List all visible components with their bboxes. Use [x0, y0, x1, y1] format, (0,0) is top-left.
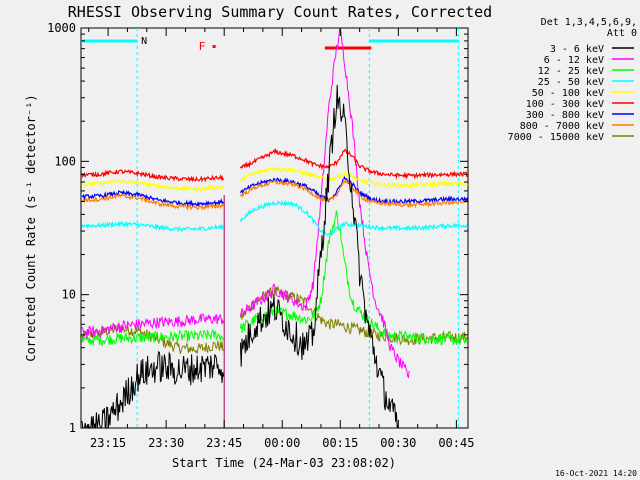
series-line-800-7000-kev	[81, 193, 225, 211]
x-tick-label: 23:45	[206, 436, 242, 450]
legend-label: 25 - 50 keV	[538, 77, 604, 88]
y-axis-label: Corrected Count Rate (s⁻¹ detector⁻¹)	[24, 94, 38, 361]
series-line-3-6-kev	[81, 350, 225, 430]
x-tick-label: 23:15	[90, 436, 126, 450]
series-layer	[81, 27, 469, 430]
series-line-12-25-kev	[81, 329, 225, 347]
flare-flag-mark	[212, 45, 216, 48]
y-axis: 1 10 100 1000	[47, 21, 468, 435]
legend-header: Det 1,3,4,5,6,9,	[541, 17, 637, 28]
y-tick-label: 1000	[47, 21, 76, 35]
night-flag-label: N	[141, 36, 147, 47]
x-axis: 23:15 23:30 23:45 00:00 00:15 00:30 00:45	[88, 28, 474, 450]
legend-label: 800 - 7000 keV	[520, 121, 604, 132]
series-line-7000-15000-kev	[239, 285, 469, 346]
legend-label: 50 - 100 keV	[532, 88, 604, 99]
flare-flag-label: F	[199, 40, 206, 53]
x-tick-label: 00:00	[264, 436, 300, 450]
legend-label: 7000 - 15000 keV	[508, 132, 604, 143]
y-tick-label: 10	[62, 288, 76, 302]
legend-label: 6 - 12 keV	[544, 55, 604, 66]
series-line-300-800-kev	[239, 175, 469, 205]
y-tick-label: 100	[54, 154, 76, 168]
legend-label: 12 - 25 keV	[538, 66, 604, 77]
series-line-300-800-kev	[81, 189, 225, 208]
x-tick-label: 00:15	[322, 436, 358, 450]
plot-frame	[80, 27, 469, 429]
legend-header: Att 0	[607, 28, 637, 39]
series-line-12-25-kev	[239, 210, 468, 346]
series-line-50-100-kev	[239, 165, 469, 190]
series-line-800-7000-kev	[239, 177, 469, 209]
series-line-100-300-kev	[239, 147, 469, 180]
series-line-50-100-kev	[82, 179, 225, 194]
footer-timestamp: 16-Oct-2021 14:20	[555, 469, 637, 478]
series-line-3-6-kev	[239, 84, 399, 428]
y-tick-label: 1	[69, 421, 76, 435]
x-tick-label: 00:45	[438, 436, 474, 450]
series-line-25-50-kev	[81, 220, 225, 233]
series-line-7000-15000-kev	[81, 323, 224, 354]
x-tick-label: 23:30	[148, 436, 184, 450]
legend-label: 100 - 300 keV	[526, 99, 604, 110]
chart-title: RHESSI Observing Summary Count Rates, Co…	[68, 3, 492, 21]
x-axis-label: Start Time (24-Mar-03 23:08:02)	[172, 456, 396, 470]
legend-label: 300 - 800 keV	[526, 110, 604, 121]
series-line-6-12-kev	[81, 313, 225, 338]
series-line-100-300-kev	[81, 169, 225, 183]
x-tick-label: 00:30	[380, 436, 416, 450]
series-line-6-12-kev	[239, 27, 410, 379]
legend-label: 3 - 6 keV	[550, 44, 604, 55]
series-line-25-50-kev	[239, 199, 469, 236]
